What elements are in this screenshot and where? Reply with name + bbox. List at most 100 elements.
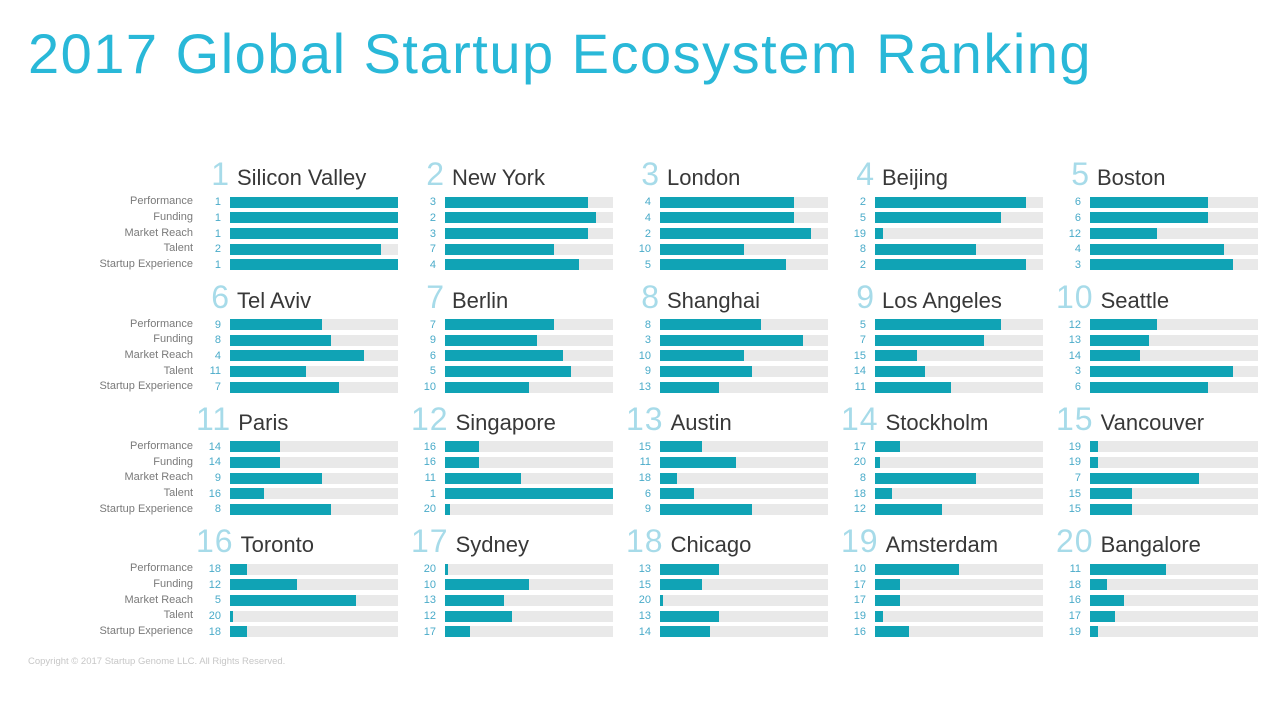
city-panel: 14 Stockholm 17 20 8 18 12: [841, 403, 1056, 517]
metric-label-performance: Performance: [130, 195, 193, 208]
metric-rank-value: 15: [1068, 503, 1081, 516]
bar-track: [875, 503, 1043, 515]
metric-rank-value: 18: [1068, 578, 1081, 591]
label-spacer: [0, 525, 193, 561]
bar: [660, 228, 812, 240]
metric-row: 17: [841, 577, 1056, 593]
metric-row: 9: [196, 317, 411, 333]
bar: [660, 488, 694, 500]
metric-labels: Performance Funding Market Reach Talent …: [0, 525, 196, 639]
city-panel: 11 Paris 14 14 9 16 8: [196, 403, 411, 517]
bar: [1090, 579, 1107, 591]
bar: [230, 243, 382, 255]
bar-track: [875, 350, 1043, 362]
bar-track: [1090, 563, 1258, 575]
bar-track: [230, 350, 398, 362]
metric-row: 16: [1056, 593, 1271, 609]
city-panel: 10 Seattle 12 13 14 3 6: [1056, 281, 1271, 395]
city-rank: 10: [1056, 278, 1094, 315]
metric-row: 4: [411, 257, 626, 273]
bar-track: [445, 610, 613, 622]
city-panel: 19 Amsterdam 10 17 17 19 16: [841, 525, 1056, 639]
metric-rank-value: 13: [638, 563, 651, 576]
bar-track: [875, 259, 1043, 271]
metric-row: 6: [1056, 379, 1271, 395]
bar: [875, 610, 884, 622]
bar-track: [660, 228, 828, 240]
metric-row: 3: [626, 332, 841, 348]
bar-track: [230, 488, 398, 500]
bar-track: [445, 243, 613, 255]
metric-rank-value: 12: [1068, 318, 1081, 331]
metric-row: 12: [196, 577, 411, 593]
metric-rank-value: 19: [1068, 440, 1081, 453]
metric-row: 14: [841, 364, 1056, 380]
bar: [445, 212, 597, 224]
city-header: 16 Toronto: [196, 525, 411, 558]
metric-rank-value: 1: [214, 196, 221, 209]
bar-track: [1090, 365, 1258, 377]
metric-rank-value: 20: [208, 610, 221, 623]
metric-rank-value: 2: [214, 243, 221, 256]
metric-rank-value: 20: [853, 456, 866, 469]
bar-track: [1090, 441, 1258, 453]
city-header: 6 Tel Aviv: [196, 281, 411, 314]
metric-label-market-reach: Market Reach: [124, 593, 193, 606]
metric-rank-value: 8: [859, 472, 866, 485]
metric-rank-value: 7: [429, 318, 436, 331]
city-rank: 3: [641, 156, 660, 193]
metric-rank-value: 16: [1068, 594, 1081, 607]
bar-track: [1090, 472, 1258, 484]
bar: [230, 594, 356, 606]
bar-track: [230, 472, 398, 484]
bar: [1090, 610, 1116, 622]
bar-track: [445, 579, 613, 591]
metric-rank-value: 10: [423, 578, 436, 591]
bar-track: [875, 563, 1043, 575]
bar: [230, 563, 247, 575]
bar-track: [1090, 381, 1258, 393]
metric-rank-value: 3: [1074, 258, 1081, 271]
metric-row: 14: [626, 624, 841, 640]
city-rank: 18: [626, 523, 664, 560]
metric-rank-value: 6: [1074, 196, 1081, 209]
metric-label-performance: Performance: [130, 317, 193, 330]
metric-row: 18: [1056, 577, 1271, 593]
bar-track: [660, 563, 828, 575]
metric-row: 19: [841, 226, 1056, 242]
ranking-row-3: Performance Funding Market Reach Talent …: [0, 403, 1273, 517]
bar-track: [660, 626, 828, 638]
bar-track: [230, 228, 398, 240]
metric-rank-value: 3: [429, 227, 436, 240]
city-header: 20 Bangalore: [1056, 525, 1271, 558]
metric-rank-value: 6: [429, 349, 436, 362]
bar: [875, 350, 917, 362]
metric-row: 18: [196, 624, 411, 640]
bar: [230, 503, 331, 515]
metric-row: 11: [626, 455, 841, 471]
bar-track: [230, 196, 398, 208]
bar: [660, 350, 744, 362]
metric-row: 11: [411, 470, 626, 486]
metric-row: 18: [626, 470, 841, 486]
bar: [660, 441, 702, 453]
metric-rank-value: 12: [423, 610, 436, 623]
city-panel: 4 Beijing 2 5 19 8 2: [841, 158, 1056, 272]
metric-label-talent: Talent: [163, 486, 193, 499]
city-rank: 6: [211, 278, 230, 315]
city-rank: 16: [196, 523, 234, 560]
city-name: Austin: [670, 409, 732, 435]
metric-rank-value: 16: [853, 625, 866, 638]
metric-rank-value: 7: [429, 243, 436, 256]
bar: [660, 503, 753, 515]
metric-rank-value: 12: [208, 578, 221, 591]
bar-track: [660, 472, 828, 484]
metric-row: 5: [626, 257, 841, 273]
city-name: Singapore: [455, 409, 556, 435]
bar-track: [660, 456, 828, 468]
metric-rank-value: 7: [1074, 472, 1081, 485]
metric-row: 10: [411, 379, 626, 395]
bar: [445, 259, 580, 271]
bar: [875, 503, 943, 515]
city-name: Tel Aviv: [237, 287, 312, 313]
